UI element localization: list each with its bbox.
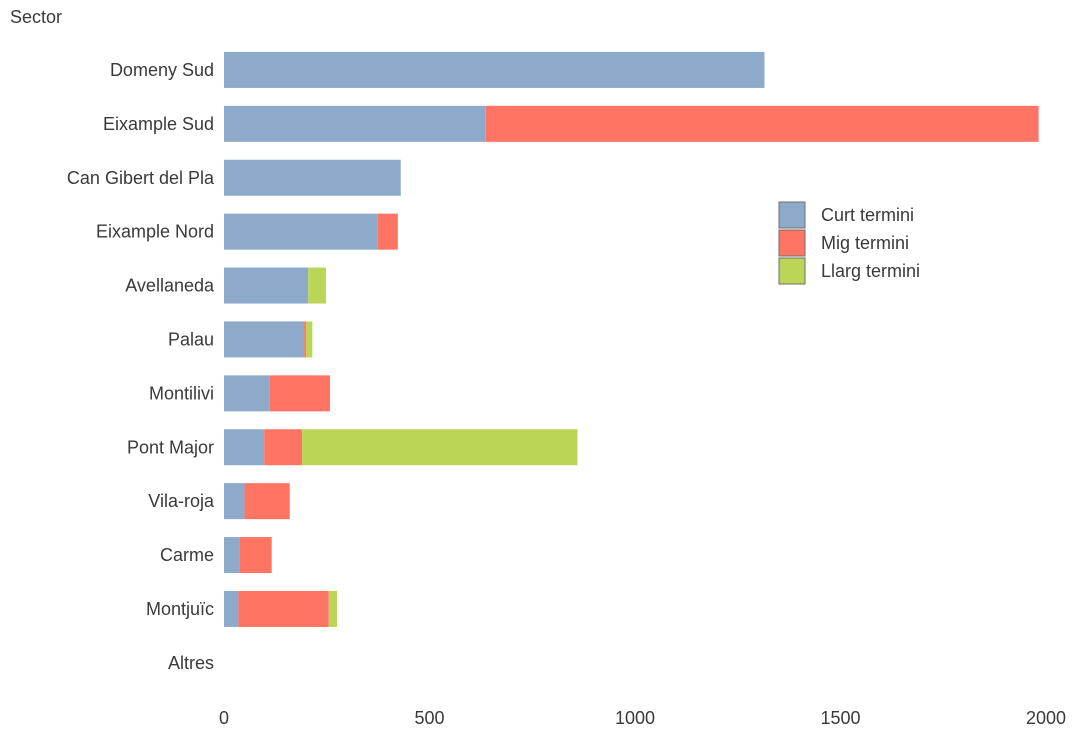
category-label: Avellaneda (125, 276, 215, 296)
x-tick-label: 2000 (1026, 708, 1066, 728)
category-label: Eixample Sud (103, 114, 214, 134)
bar-segment (224, 105, 486, 142)
category-label: Montilivi (149, 383, 214, 403)
x-tick-labels: 0 500 1000 1500 2000 (219, 708, 1066, 728)
bar-segment (224, 267, 309, 304)
bar-segment (224, 483, 245, 520)
x-tick-label: 1000 (615, 708, 655, 728)
category-label: Can Gibert del Pla (67, 168, 215, 188)
y-axis-title: Sector (10, 7, 63, 27)
legend-swatch (778, 229, 806, 257)
bar-segment (302, 429, 578, 466)
bar-segment (238, 590, 329, 627)
legend-swatch (778, 201, 806, 229)
category-labels: Domeny Sud Eixample Sud Can Gibert del Pla… (67, 60, 215, 673)
category-label: Eixample Nord (96, 222, 214, 242)
category-label: Palau (168, 329, 214, 349)
bar-segment (269, 375, 331, 412)
bar-segment (485, 105, 1039, 142)
legend: Curt termini Mig termini Llarg termini (778, 201, 920, 285)
category-label: Montjuïc (146, 599, 214, 619)
bar-segment (264, 429, 303, 466)
bar-segment (244, 483, 290, 520)
category-label: Carme (160, 545, 214, 565)
x-tick-label: 0 (219, 708, 229, 728)
bar-segment (304, 321, 307, 358)
bar-segment (224, 321, 305, 358)
x-tick-label: 500 (414, 708, 444, 728)
category-label: Domeny Sud (110, 60, 214, 80)
legend-label: Curt termini (821, 205, 914, 225)
bar-segment (306, 321, 313, 358)
bar-segment (328, 590, 338, 627)
bars-group (224, 51, 1039, 627)
bar-segment (239, 537, 272, 574)
x-tick-label: 1500 (820, 708, 860, 728)
bar-segment (224, 51, 765, 88)
bar-segment (224, 375, 270, 412)
bar-segment (224, 429, 265, 466)
legend-label: Llarg termini (821, 261, 920, 281)
category-label: Altres (168, 653, 214, 673)
bar-segment (224, 590, 239, 627)
bar-segment (308, 267, 326, 304)
category-label: Vila-roja (148, 491, 215, 511)
bar-segment (224, 537, 240, 574)
legend-swatch (778, 257, 806, 285)
bar-segment (224, 213, 378, 250)
legend-label: Mig termini (821, 233, 909, 253)
category-label: Pont Major (127, 437, 214, 457)
bar-segment (377, 213, 398, 250)
bar-segment (224, 159, 401, 196)
